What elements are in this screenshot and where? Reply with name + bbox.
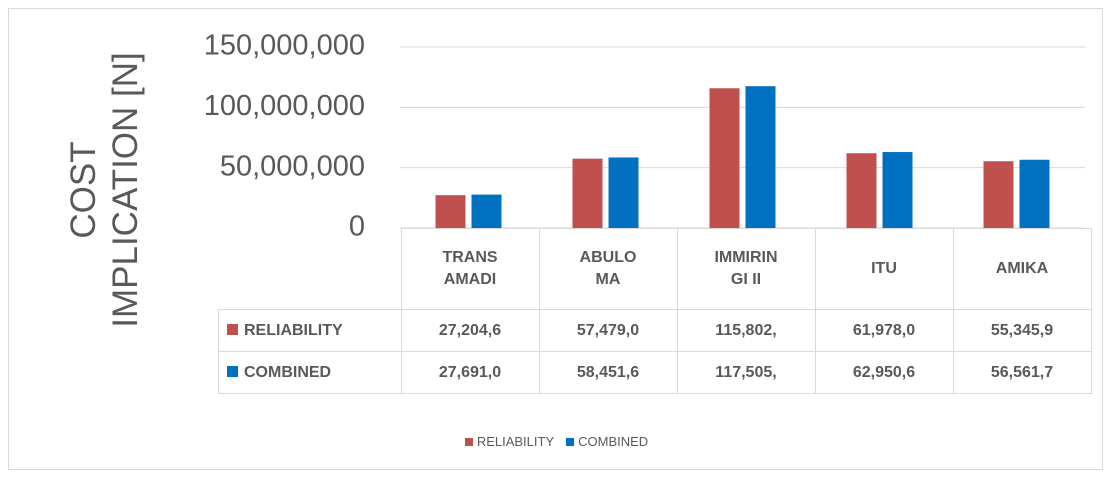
legend-key <box>464 438 473 446</box>
legend-key <box>566 438 575 446</box>
table-value-cell: 57,479,0 <box>538 309 678 352</box>
bar <box>745 86 776 228</box>
bar <box>608 157 639 228</box>
legend-item: COMBINED <box>566 434 648 449</box>
y-tick-label: 50,000,000 <box>220 150 365 182</box>
bar <box>709 88 740 228</box>
table-series-cell: COMBINED <box>218 351 402 394</box>
table-value-cell: 61,978,0 <box>814 309 954 352</box>
table-header-row: TRANS AMADI ABULOMA IMMIRINGI II ITU AMIKA <box>218 228 1092 310</box>
table-value-cell: 117,505, <box>676 351 816 394</box>
table-corner <box>218 228 402 310</box>
table-category-cell: ITU <box>814 228 954 310</box>
bar <box>1019 159 1050 228</box>
legend-label: COMBINED <box>578 434 649 449</box>
chart-frame <box>8 8 1103 470</box>
table-row: COMBINED 27,691,0 58,451,6 117,505, 62,950,6… <box>218 351 1092 394</box>
data-table: TRANS AMADI ABULOMA IMMIRINGI II ITU AMIKA RE… <box>218 228 1092 394</box>
table-value-cell: 56,561,7 <box>952 351 1092 394</box>
bar <box>471 194 502 228</box>
table-category-cell: IMMIRINGI II <box>676 228 816 310</box>
table-category-cell: TRANS AMADI <box>400 228 540 310</box>
bar <box>983 161 1014 228</box>
legend: RELIABILITY COMBINED <box>0 434 1113 449</box>
x-tick-label: TRANS AMADI <box>442 249 498 288</box>
table-value-cell: 115,802, <box>676 309 816 352</box>
x-tick-label: IMMIRINGI II <box>714 249 778 288</box>
table-value-cell: 27,691,0 <box>400 351 540 394</box>
table-category-cell: ABULOMA <box>538 228 678 310</box>
bar <box>846 153 877 228</box>
x-tick-label: ITU <box>871 260 897 277</box>
table-value-cell: 55,345,9 <box>952 309 1092 352</box>
table-row: RELIABILITY 27,204,6 57,479,0 115,802, 61,97… <box>218 309 1092 352</box>
bar <box>572 158 603 228</box>
series-name: COMBINED <box>244 363 332 381</box>
table-category-cell: AMIKA <box>952 228 1092 310</box>
y-tick-label: 100,000,000 <box>204 90 365 122</box>
table-value-cell: 27,204,6 <box>400 309 540 352</box>
x-tick-label: ABULOMA <box>579 249 637 288</box>
bar <box>882 152 913 228</box>
table-value-cell: 58,451,6 <box>538 351 678 394</box>
legend-item: RELIABILITY <box>464 434 555 449</box>
bar <box>435 195 466 228</box>
table-series-cell: RELIABILITY <box>218 309 402 352</box>
legend-key <box>227 365 238 377</box>
y-tick-label: 150,000,000 <box>204 30 365 62</box>
x-tick-label: AMIKA <box>995 260 1049 277</box>
series-name: RELIABILITY <box>244 321 343 339</box>
table-value-cell: 62,950,6 <box>814 351 954 394</box>
legend-key <box>227 323 238 335</box>
legend-label: RELIABILITY <box>476 434 555 449</box>
